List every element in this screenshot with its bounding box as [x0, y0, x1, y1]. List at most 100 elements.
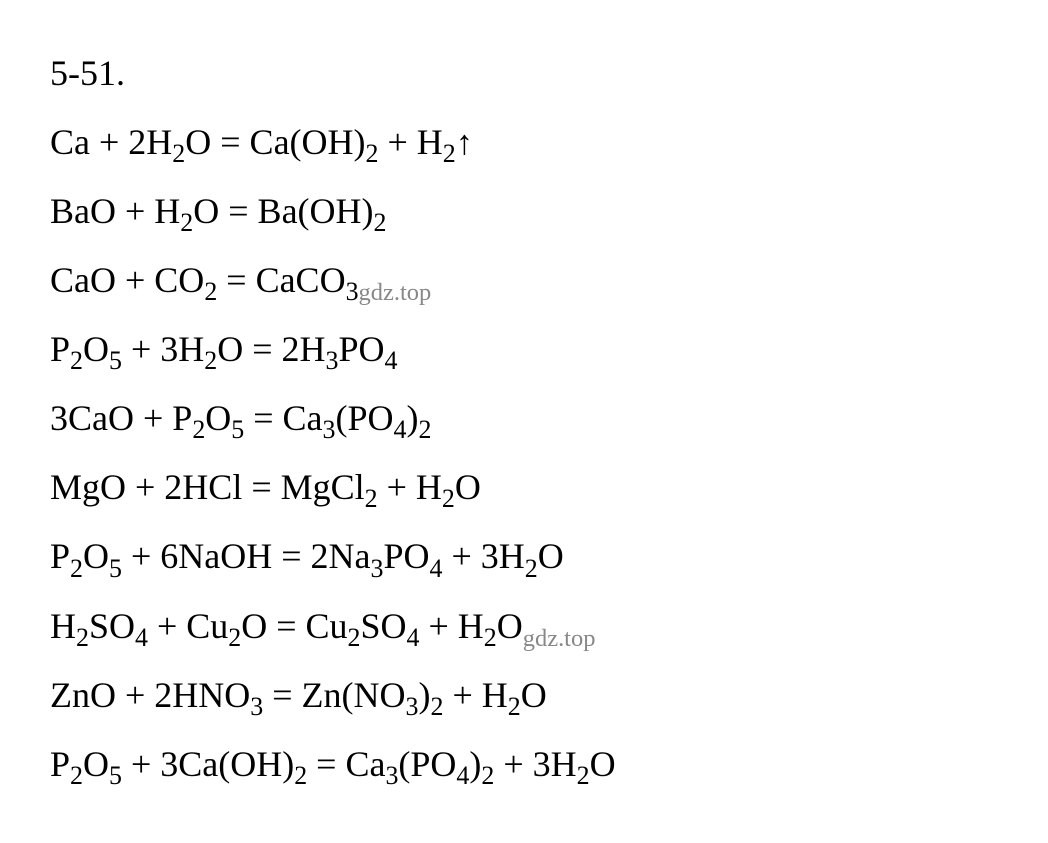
subscript: 5 [231, 415, 244, 444]
equation-text: SO [89, 606, 135, 646]
equation-3: CaO + CO2 = CaCO3gdz.top [50, 247, 998, 316]
equation-text: + 3H [442, 536, 524, 576]
equation-text: O [83, 744, 109, 784]
subscript: 3 [385, 761, 398, 790]
equation-text: ) [469, 744, 481, 784]
subscript: 4 [135, 623, 148, 652]
equation-7: P2O5 + 6NaOH = 2Na3PO4 + 3H2O [50, 523, 998, 592]
equation-text: + 3H [494, 744, 576, 784]
equation-5: 3CaO + P2O5 = Ca3(PO4)2 [50, 385, 998, 454]
subscript: 2 [180, 208, 193, 237]
equation-text: BaO + H [50, 191, 180, 231]
subscript: 2 [192, 415, 205, 444]
subscript: 2 [430, 692, 443, 721]
subscript: 4 [407, 623, 420, 652]
document-content: 5-51. Ca + 2H2O = Ca(OH)2 + H2↑BaO + H2O… [50, 40, 998, 800]
equation-text: Ca + 2H [50, 122, 172, 162]
equation-text: O [497, 606, 523, 646]
equation-text: + H [378, 467, 442, 507]
subscript: 2 [204, 346, 217, 375]
equation-text: (PO [398, 744, 456, 784]
subscript: 4 [393, 415, 406, 444]
equation-text: ) [418, 675, 430, 715]
equation-text: O [205, 398, 231, 438]
subscript: 5 [109, 346, 122, 375]
subscript: 2 [577, 761, 590, 790]
equation-text: PO [338, 329, 384, 369]
equation-text: O = Ba(OH) [193, 191, 373, 231]
equation-text: P [50, 744, 70, 784]
equation-text: O = 2H [217, 329, 325, 369]
subscript: 2 [484, 623, 497, 652]
equation-text: O [521, 675, 547, 715]
equation-text: SO [360, 606, 406, 646]
equation-6: MgO + 2HCl = MgCl2 + H2O [50, 454, 998, 523]
subscript: 2 [294, 761, 307, 790]
subscript: 5 [109, 761, 122, 790]
subscript: 2 [70, 554, 83, 583]
watermark: gdz.top [359, 279, 432, 306]
equation-text: + 6NaOH = 2Na [122, 536, 371, 576]
equation-text: + Cu [148, 606, 228, 646]
subscript: 2 [508, 692, 521, 721]
subscript: 2 [70, 346, 83, 375]
subscript: 2 [204, 277, 217, 306]
subscript: 2 [525, 554, 538, 583]
exercise-number: 5-51. [50, 40, 998, 107]
equation-text: H [50, 606, 76, 646]
subscript: 2 [443, 139, 456, 168]
subscript: 2 [365, 484, 378, 513]
equation-text: + H [378, 122, 442, 162]
equation-text: P [50, 536, 70, 576]
subscript: 2 [172, 139, 185, 168]
equation-4: P2O5 + 3H2O = 2H3PO4 [50, 316, 998, 385]
subscript: 2 [76, 623, 89, 652]
equation-text: + 3H [122, 329, 204, 369]
equation-text: CaO + CO [50, 260, 204, 300]
subscript: 4 [456, 761, 469, 790]
subscript: 2 [481, 761, 494, 790]
subscript: 3 [323, 415, 336, 444]
subscript: 2 [366, 139, 379, 168]
subscript: 2 [70, 761, 83, 790]
subscript: 2 [418, 415, 431, 444]
equation-text: ) [406, 398, 418, 438]
subscript: 3 [250, 692, 263, 721]
equation-text: O [455, 467, 481, 507]
equation-text: ZnO + 2HNO [50, 675, 250, 715]
up-arrow-icon: ↑ [456, 125, 473, 162]
equations-list: Ca + 2H2O = Ca(OH)2 + H2↑BaO + H2O = Ba(… [50, 109, 998, 800]
equation-10: P2O5 + 3Ca(OH)2 = Ca3(PO4)2 + 3H2O [50, 731, 998, 800]
subscript: 3 [346, 277, 359, 306]
equation-text: = Ca [307, 744, 385, 784]
equation-text: (PO [335, 398, 393, 438]
subscript: 3 [371, 554, 384, 583]
equation-text: + H [443, 675, 507, 715]
equation-text: O [83, 536, 109, 576]
equation-9: ZnO + 2HNO3 = Zn(NO3)2 + H2O [50, 662, 998, 731]
subscript: 4 [429, 554, 442, 583]
equation-text: P [50, 329, 70, 369]
subscript: 2 [374, 208, 387, 237]
watermark: gdz.top [523, 625, 596, 652]
equation-text: MgO + 2HCl = MgCl [50, 467, 365, 507]
equation-text: 3CaO + P [50, 398, 192, 438]
equation-text: + H [419, 606, 483, 646]
subscript: 3 [406, 692, 419, 721]
equation-2: BaO + H2O = Ba(OH)2 [50, 178, 998, 247]
subscript: 2 [442, 484, 455, 513]
equation-text: PO [383, 536, 429, 576]
subscript: 2 [228, 623, 241, 652]
equation-8: H2SO4 + Cu2O = Cu2SO4 + H2Ogdz.top [50, 593, 998, 662]
equation-1: Ca + 2H2O = Ca(OH)2 + H2↑ [50, 109, 998, 178]
equation-text: = Ca [244, 398, 322, 438]
subscript: 2 [348, 623, 361, 652]
equation-text: O = Cu [241, 606, 347, 646]
equation-text: = CaCO [217, 260, 345, 300]
subscript: 4 [385, 346, 398, 375]
equation-text: O [590, 744, 616, 784]
equation-text: O [538, 536, 564, 576]
equation-text: = Zn(NO [263, 675, 405, 715]
subscript: 5 [109, 554, 122, 583]
equation-text: O = Ca(OH) [185, 122, 365, 162]
